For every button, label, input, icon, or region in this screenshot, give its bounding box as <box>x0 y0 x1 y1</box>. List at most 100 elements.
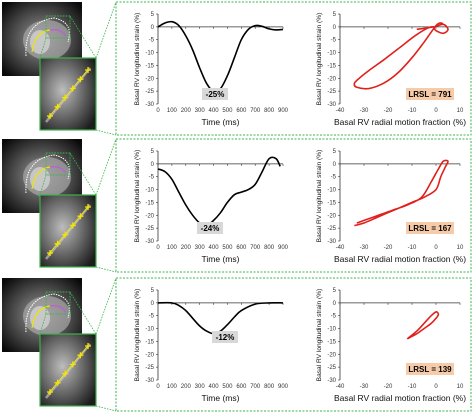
y-tick-label: -20 <box>145 76 154 82</box>
y-tick-label: 5 <box>151 12 155 18</box>
x-tick-label: 800 <box>264 245 275 251</box>
data-point <box>431 323 432 324</box>
figure-row: 50-5-10-15-20-25-300 100 200 300 400 500 600 70… <box>2 1 472 136</box>
data-point <box>178 192 179 193</box>
panel-leader-line <box>95 1 117 59</box>
data-point <box>255 304 256 305</box>
y-tick-label: -10 <box>145 327 154 333</box>
value-badge-text: LRSL = 791 <box>408 90 452 99</box>
data-point <box>412 202 413 203</box>
x-tick-label: 700 <box>250 108 261 114</box>
y-tick-label: 0 <box>151 301 155 307</box>
y-tick-label: -10 <box>145 51 154 57</box>
x-tick-label: 900 <box>278 384 289 390</box>
y-tick-label: 0 <box>333 25 337 31</box>
data-point <box>269 302 270 303</box>
value-badge <box>406 363 454 375</box>
data-point <box>364 223 365 224</box>
septum-contour <box>49 29 67 37</box>
y-axis-label: Basal RV longitudinal strain (%) <box>316 13 323 106</box>
data-point <box>443 24 444 25</box>
data-point <box>424 42 425 43</box>
data-point <box>206 331 207 332</box>
data-point <box>412 57 413 58</box>
data-point <box>378 215 379 216</box>
series-line <box>157 301 284 335</box>
x-tick-label: 200 <box>181 384 192 390</box>
tracking-line <box>47 345 89 395</box>
y-tick-label: -20 <box>145 213 154 219</box>
y-tick-label: -30 <box>327 102 336 108</box>
y-tick-label: -20 <box>327 213 336 219</box>
x-tick-label: 0 <box>434 384 438 390</box>
y-tick-label: -5 <box>331 38 337 44</box>
x-tick-label: -10 <box>408 245 417 251</box>
y-tick-label: -10 <box>327 51 336 57</box>
y-tick-label: 5 <box>333 149 337 155</box>
rv-contour <box>31 166 51 190</box>
data-point <box>431 315 432 316</box>
panel-border <box>115 1 472 136</box>
y-tick-label: -15 <box>145 200 154 206</box>
x-axis-label: Basal RV radial motion fraction (%) <box>334 254 466 264</box>
data-point <box>368 70 369 71</box>
y-axis-label: Basal RV longitudinal strain (%) <box>134 289 141 382</box>
x-tick-label: -20 <box>384 108 393 114</box>
x-axis-label: Time (ms) <box>202 393 240 403</box>
y-tick-label: -10 <box>327 188 336 194</box>
tracking-line <box>47 206 89 256</box>
data-point <box>276 29 277 30</box>
data-point <box>354 83 355 84</box>
y-tick-label: -5 <box>149 314 155 320</box>
y-axis-label: Basal RV longitudinal strain (%) <box>316 150 323 243</box>
x-tick-label: 600 <box>236 108 247 114</box>
data-point <box>199 68 200 69</box>
septum-contour <box>49 166 67 174</box>
x-tick-label: 400 <box>209 245 220 251</box>
strain-radial-loop-chart: 50-5-10-15-20-25-30-40 -30 -20 -10 0 10Basal … <box>316 149 466 264</box>
data-point <box>158 26 159 27</box>
data-point <box>262 171 263 172</box>
data-point <box>407 338 408 339</box>
data-point <box>436 30 437 31</box>
data-point <box>368 88 369 89</box>
x-tick-label: 900 <box>278 245 289 251</box>
data-point <box>178 25 179 26</box>
series-line <box>157 20 284 93</box>
data-point <box>438 314 439 315</box>
myocardium-contour <box>25 17 70 57</box>
x-tick-label: 100 <box>167 384 178 390</box>
data-point <box>255 25 256 26</box>
zoom-leader-line <box>39 313 47 335</box>
panel-leader-line <box>95 129 117 136</box>
y-tick-label: -15 <box>145 63 154 69</box>
data-point <box>171 179 172 180</box>
y-tick-label: -5 <box>149 175 155 181</box>
x-tick-label: -10 <box>408 108 417 114</box>
y-tick-label: -15 <box>327 339 336 345</box>
x-axis-label: Basal RV radial motion fraction (%) <box>334 393 466 403</box>
data-point <box>280 166 281 167</box>
myocardium-contour <box>25 154 70 194</box>
x-tick-label: -30 <box>360 108 369 114</box>
data-point <box>269 158 270 159</box>
data-point <box>416 333 417 334</box>
data-point <box>234 317 235 318</box>
value-badge <box>197 222 223 234</box>
y-tick-label: -15 <box>145 339 154 345</box>
x-tick-label: -10 <box>408 384 417 390</box>
data-point <box>178 305 179 306</box>
data-point <box>220 212 221 213</box>
figure-row: 50-5-10-15-20-25-300 100 200 300 400 500 600 70… <box>2 138 472 273</box>
rv-contour <box>31 29 51 53</box>
y-tick-label: -30 <box>327 239 336 245</box>
data-point <box>436 318 437 319</box>
data-point <box>383 83 384 84</box>
myocardium-contour <box>25 293 70 333</box>
data-point <box>185 205 186 206</box>
x-tick-label: 200 <box>181 108 192 114</box>
data-point <box>213 220 214 221</box>
x-tick-label: 10 <box>457 384 464 390</box>
x-tick-label: 0 <box>434 245 438 251</box>
x-tick-label: 100 <box>167 245 178 251</box>
